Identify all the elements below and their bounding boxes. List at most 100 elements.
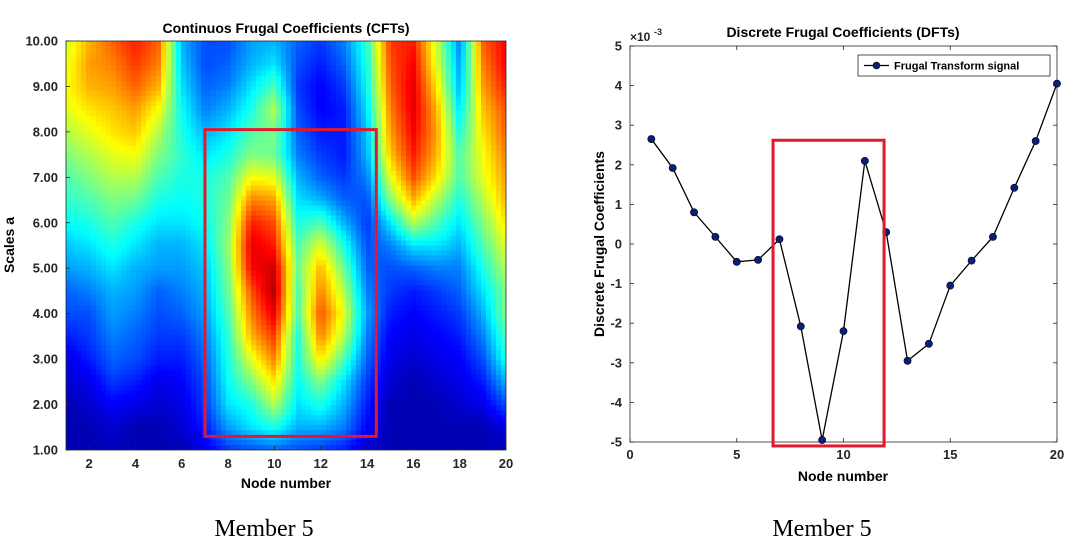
heatmap-cell [191, 195, 197, 202]
heatmap-cell [341, 105, 347, 112]
heatmap-cell [66, 315, 72, 321]
heatmap-cell [206, 80, 212, 87]
heatmap-cell [386, 290, 392, 296]
heatmap-cell [481, 90, 487, 97]
heatmap-cell [376, 55, 382, 62]
heatmap-cell [226, 230, 232, 237]
heatmap-cell [381, 205, 387, 212]
heatmap-cell [471, 75, 477, 82]
heatmap-cell [156, 60, 162, 67]
heatmap-cell [206, 280, 212, 286]
heatmap-cell [161, 60, 167, 67]
heatmap-cell [296, 255, 302, 262]
heatmap-cell [116, 320, 122, 326]
heatmap-cell [461, 60, 467, 67]
heatmap-cell [171, 45, 177, 52]
heatmap-cell [366, 60, 372, 67]
heatmap-cell [101, 225, 107, 232]
heatmap-cell [346, 65, 352, 72]
heatmap-cell [356, 135, 362, 142]
heatmap-cell [491, 90, 497, 97]
heatmap-cell [411, 110, 417, 117]
heatmap-cell [206, 290, 212, 296]
heatmap-cell [86, 285, 92, 291]
heatmap-cell [86, 215, 92, 222]
heatmap-cell [156, 185, 162, 192]
heatmap-cell [226, 110, 232, 117]
heatmap-cell [361, 105, 367, 112]
heatmap-cell [406, 105, 412, 112]
heatmap-cell [371, 270, 377, 277]
heatmap-cell [286, 200, 292, 207]
heatmap-cell [196, 175, 202, 182]
heatmap-cell [276, 135, 282, 142]
heatmap-cell [351, 205, 357, 212]
heatmap-cell [486, 240, 492, 247]
heatmap-cell [316, 145, 322, 152]
heatmap-cell [476, 290, 482, 296]
heatmap-cell [76, 280, 82, 286]
heatmap-cell [466, 255, 472, 262]
heatmap-cell [286, 215, 292, 222]
heatmap-cell [261, 315, 267, 321]
heatmap-cell [466, 80, 472, 87]
heatmap-cell [261, 110, 267, 117]
heatmap-cell [66, 105, 72, 112]
heatmap-cell [181, 65, 187, 72]
heatmap-cell [336, 220, 342, 227]
heatmap-cell [476, 115, 482, 122]
heatmap-cell [361, 80, 367, 87]
heatmap-cell [271, 130, 277, 137]
heatmap-cell [276, 180, 282, 187]
heatmap-cell [326, 115, 332, 122]
heatmap-cell [486, 115, 492, 122]
heatmap-cell [231, 105, 237, 112]
heatmap-cell [206, 220, 212, 227]
heatmap-cell [121, 245, 127, 252]
heatmap-cell [486, 210, 492, 217]
heatmap-cell [191, 305, 197, 311]
heatmap-cell [496, 145, 502, 152]
heatmap-cell [331, 60, 337, 67]
heatmap-cell [501, 145, 506, 152]
heatmap-cell [246, 70, 252, 77]
heatmap-cell [121, 195, 127, 202]
heatmap-cell [121, 285, 127, 291]
heatmap-cell [246, 180, 252, 187]
heatmap-cell [246, 285, 252, 291]
heatmap-cell [221, 115, 227, 122]
heatmap-cell [166, 180, 172, 187]
heatmap-cell [496, 60, 502, 67]
heatmap-cell [116, 260, 122, 267]
heatmap-cell [151, 215, 157, 222]
heatmap-cell [166, 205, 172, 212]
heatmap-cell [406, 310, 412, 316]
heatmap-cell [261, 220, 267, 227]
heatmap-cell [486, 75, 492, 82]
heatmap-cell [341, 145, 347, 152]
heatmap-cell [181, 240, 187, 247]
heatmap-cell [331, 255, 337, 262]
heatmap-cell [121, 310, 127, 316]
heatmap-cell [141, 120, 147, 127]
heatmap-cell [116, 185, 122, 192]
heatmap-cell [131, 45, 137, 52]
heatmap-cell [401, 80, 407, 87]
heatmap-cell [361, 290, 367, 296]
heatmap-cell [276, 250, 282, 257]
heatmap-cell [316, 80, 322, 87]
heatmap-cell [306, 275, 312, 282]
heatmap-cell [126, 125, 132, 132]
heatmap-cell [261, 65, 267, 72]
heatmap-cell [461, 265, 467, 272]
heatmap-cell [306, 230, 312, 237]
heatmap-cell [226, 65, 232, 72]
heatmap-cell [136, 245, 142, 252]
heatmap-cell [396, 320, 402, 326]
heatmap-cell [481, 295, 487, 301]
heatmap-cell [471, 90, 477, 97]
heatmap-cell [286, 95, 292, 102]
heatmap-cell [491, 170, 497, 177]
heatmap-cell [396, 70, 402, 77]
heatmap-cell [401, 55, 407, 62]
